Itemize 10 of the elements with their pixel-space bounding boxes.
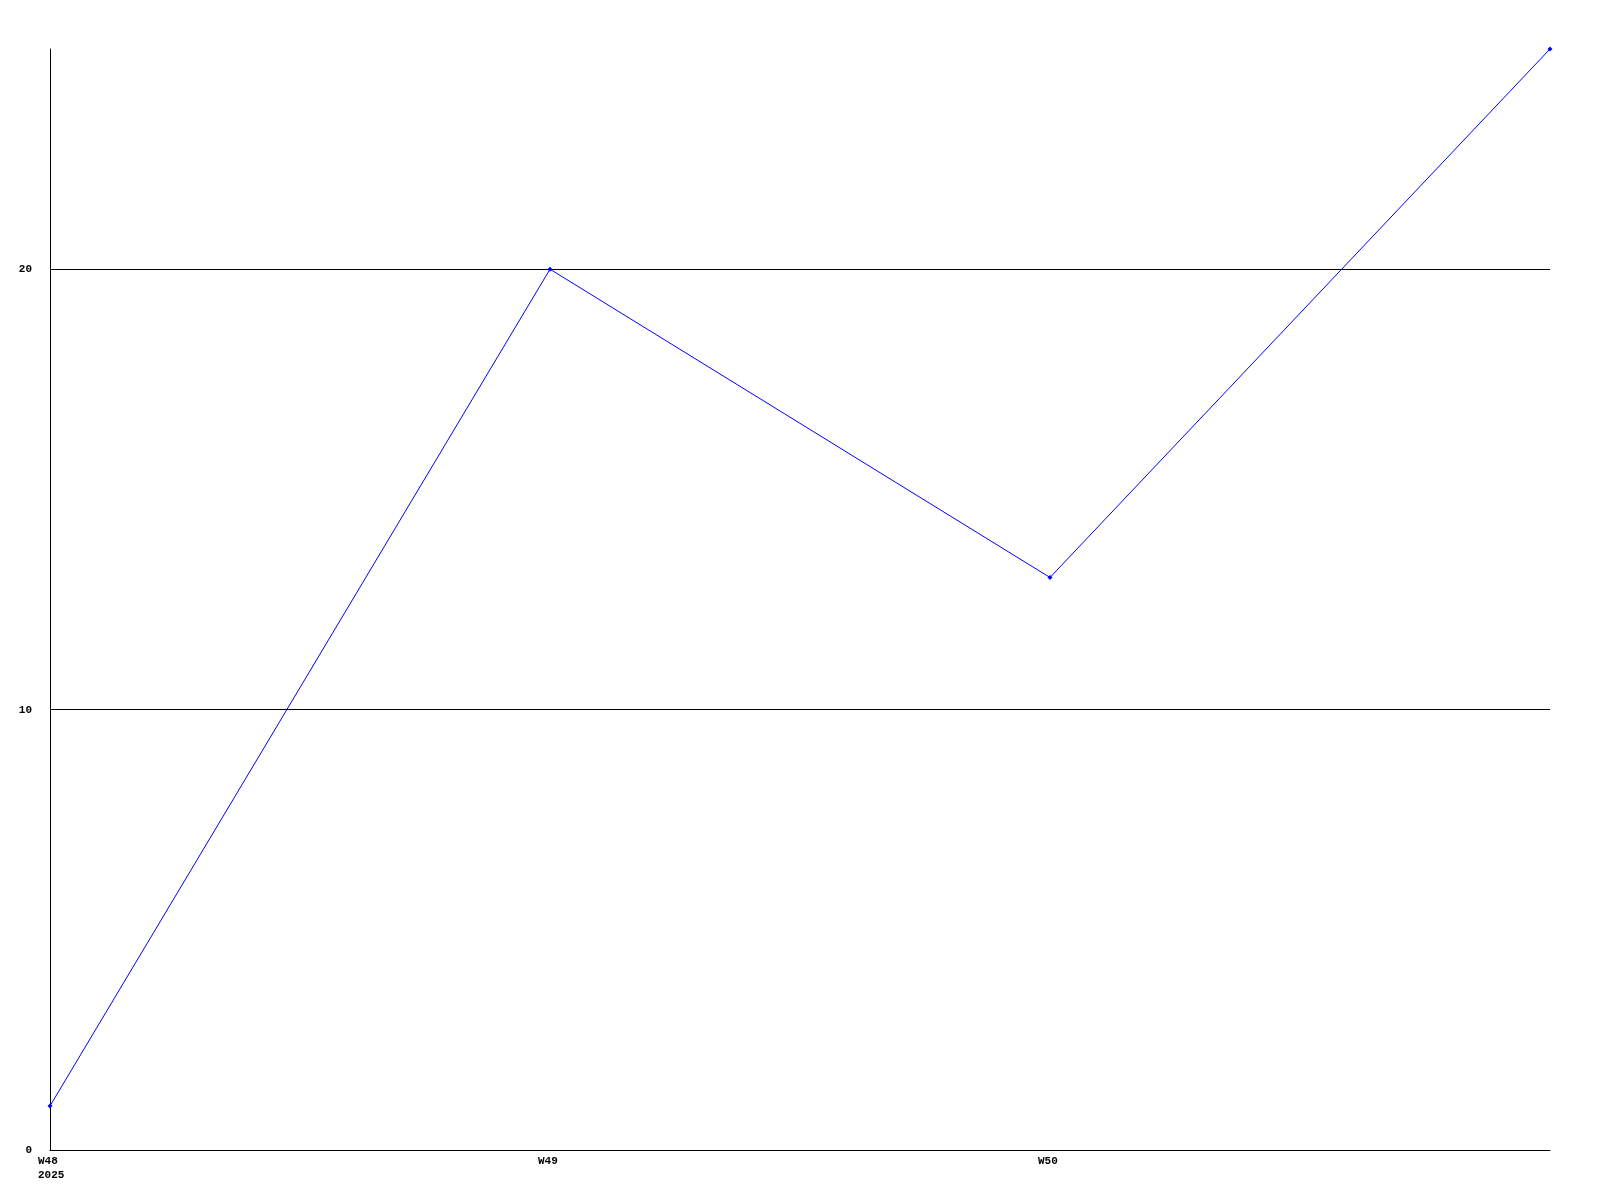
- x-tick-label: W48 2025: [38, 1155, 65, 1181]
- point: [1547, 46, 1553, 52]
- y-tick-label: 0: [25, 1144, 32, 1156]
- x-tick-label: W49: [538, 1155, 558, 1167]
- x-tick-label: W50: [1038, 1155, 1058, 1167]
- point: [47, 1103, 53, 1109]
- point: [547, 266, 553, 272]
- point: [1047, 574, 1053, 580]
- y-tick-label: 20: [18, 263, 32, 276]
- y-tick-label: 10: [18, 703, 32, 716]
